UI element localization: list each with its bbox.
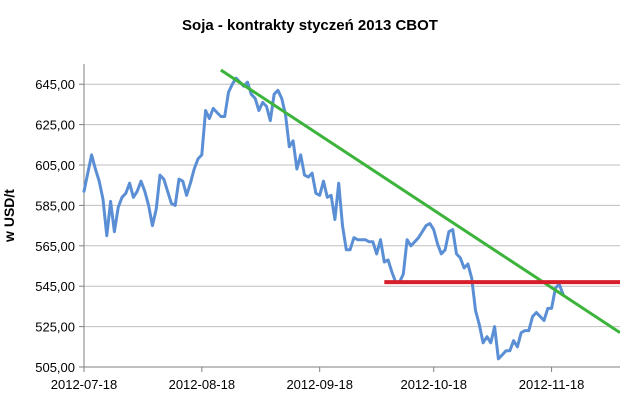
y-tick-label: 505,00 — [35, 360, 75, 375]
x-tick-label: 2012-08-18 — [169, 377, 236, 392]
axes — [83, 64, 620, 368]
y-tick-label: 605,00 — [35, 158, 75, 173]
y-tick-label: 565,00 — [35, 239, 75, 254]
y-axis-label: w USD/t — [1, 189, 17, 243]
y-axis-ticks: 645,00 625,00 605,00 585,00 565,00 545,00 525,… — [35, 77, 84, 375]
y-tick-label: 625,00 — [35, 118, 75, 133]
y-tick-label: 545,00 — [35, 279, 75, 294]
plot-lines — [82, 68, 620, 361]
x-tick-label: 2012-10-18 — [400, 377, 467, 392]
chart-title: Soja - kontrakty styczeń 2013 CBOT — [182, 17, 438, 34]
x-axis-ticks: 2012-07-18 2012-08-18 2012-09-18 2012-10-18… — [51, 367, 585, 392]
trendline — [220, 68, 620, 334]
y-tick-label: 645,00 — [35, 77, 75, 92]
y-tick-label: 585,00 — [35, 198, 75, 213]
price-series-line — [82, 76, 565, 361]
y-tick-label: 525,00 — [35, 320, 75, 335]
x-tick-label: 2012-07-18 — [51, 377, 118, 392]
x-tick-label: 2012-11-18 — [519, 377, 585, 392]
x-tick-label: 2012-09-18 — [286, 377, 353, 392]
